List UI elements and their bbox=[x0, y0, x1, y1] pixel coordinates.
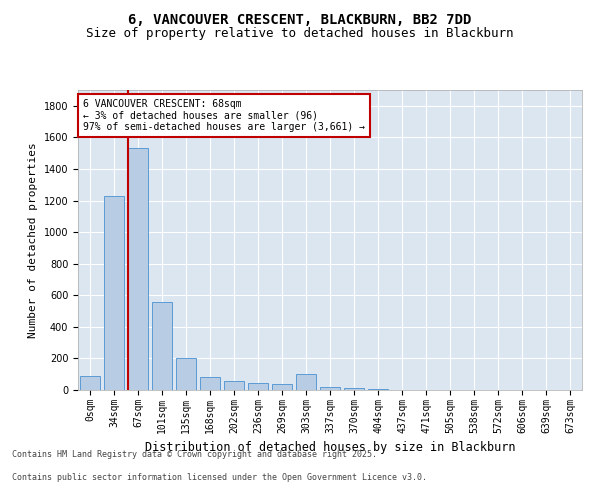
Bar bbox=[296, 374, 316, 390]
Bar bbox=[368, 389, 388, 390]
Text: 6, VANCOUVER CRESCENT, BLACKBURN, BB2 7DD: 6, VANCOUVER CRESCENT, BLACKBURN, BB2 7D… bbox=[128, 12, 472, 26]
Bar bbox=[224, 382, 244, 390]
Text: 6 VANCOUVER CRESCENT: 68sqm
← 3% of detached houses are smaller (96)
97% of semi: 6 VANCOUVER CRESCENT: 68sqm ← 3% of deta… bbox=[83, 99, 365, 132]
Bar bbox=[80, 376, 100, 390]
Bar bbox=[104, 196, 124, 390]
Bar bbox=[344, 388, 364, 390]
Bar bbox=[272, 384, 292, 390]
Text: Size of property relative to detached houses in Blackburn: Size of property relative to detached ho… bbox=[86, 28, 514, 40]
Text: Contains HM Land Registry data © Crown copyright and database right 2025.: Contains HM Land Registry data © Crown c… bbox=[12, 450, 377, 459]
Bar bbox=[128, 148, 148, 390]
Bar bbox=[176, 358, 196, 390]
Bar bbox=[248, 383, 268, 390]
Bar bbox=[320, 387, 340, 390]
Y-axis label: Number of detached properties: Number of detached properties bbox=[28, 142, 38, 338]
Bar bbox=[152, 302, 172, 390]
X-axis label: Distribution of detached houses by size in Blackburn: Distribution of detached houses by size … bbox=[145, 441, 515, 454]
Text: Contains public sector information licensed under the Open Government Licence v3: Contains public sector information licen… bbox=[12, 472, 427, 482]
Bar bbox=[200, 378, 220, 390]
